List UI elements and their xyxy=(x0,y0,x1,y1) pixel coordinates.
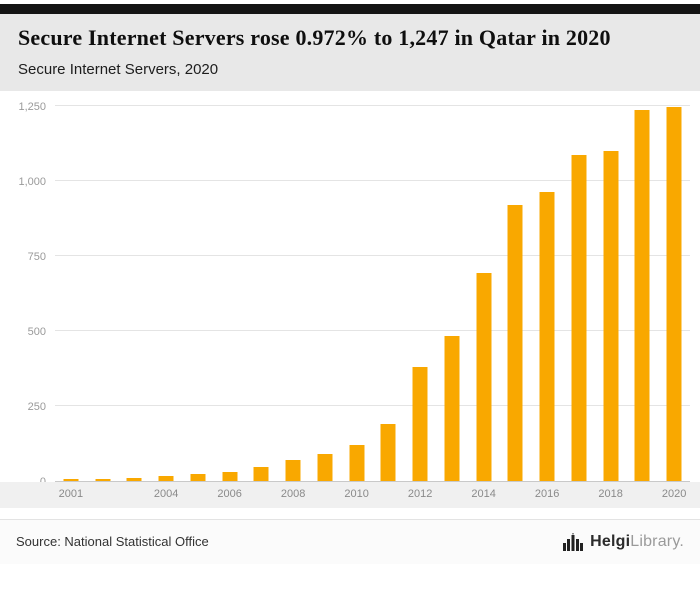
bar-2005 xyxy=(190,474,206,481)
logo-text: HelgiLibrary. xyxy=(590,533,684,551)
y-axis-label: 750 xyxy=(27,250,46,263)
x-axis-label: 2001 xyxy=(58,487,84,500)
bar-2001 xyxy=(63,478,79,481)
logo-brand-light: Library. xyxy=(630,532,684,550)
helgi-logo-icon xyxy=(563,532,584,551)
x-axis-label: 2004 xyxy=(153,487,179,500)
bar-2003 xyxy=(126,477,142,481)
bar-2017 xyxy=(571,155,587,481)
helgi-library-logo: HelgiLibrary. xyxy=(562,532,684,551)
gridline xyxy=(55,329,690,331)
y-axis-label: 500 xyxy=(27,325,46,338)
x-axis-label: 2008 xyxy=(280,487,306,500)
gridline xyxy=(55,404,690,406)
y-axis-label: 1,000 xyxy=(18,175,46,188)
bar-2007 xyxy=(253,467,269,481)
gridline xyxy=(55,104,690,106)
y-axis-label: 250 xyxy=(27,400,46,413)
bar-2011 xyxy=(380,423,396,481)
x-axis-label: 2010 xyxy=(344,487,369,500)
source-text: Source: National Statistical Office xyxy=(16,534,209,550)
chart-header: Secure Internet Servers rose 0.972% to 1… xyxy=(0,14,700,91)
bar-2015 xyxy=(507,204,523,481)
chart-page: Secure Internet Servers rose 0.972% to 1… xyxy=(0,4,700,564)
bar-2008 xyxy=(285,460,301,481)
bar-2019 xyxy=(634,110,650,481)
page-title: Secure Internet Servers rose 0.972% to 1… xyxy=(18,25,611,50)
y-axis-label: 1,250 xyxy=(18,100,46,113)
gridline xyxy=(55,254,690,256)
x-axis: 2001 2004 2006 2008 2010 2012 2014 2016 2018 2020 xyxy=(0,481,700,508)
logo-brand-bold: Helgi xyxy=(590,532,631,550)
bar-2012 xyxy=(412,366,428,481)
top-accent-bar xyxy=(0,4,700,14)
chart-footer: Source: National Statistical Office Helg… xyxy=(0,518,700,564)
bar-2010 xyxy=(349,445,365,481)
x-axis-label: 2012 xyxy=(407,487,433,500)
bar-2009 xyxy=(317,453,333,481)
bar-2013 xyxy=(444,335,460,481)
x-axis-label: 2020 xyxy=(661,487,687,500)
bar-2018 xyxy=(603,150,619,481)
x-axis-label: 2006 xyxy=(217,487,242,500)
bar-2014 xyxy=(476,273,492,481)
x-axis-label: 2018 xyxy=(598,487,623,500)
bar-2006 xyxy=(222,471,238,481)
bar-2016 xyxy=(539,191,555,481)
bar-2002 xyxy=(95,478,111,481)
gridline xyxy=(55,179,690,181)
x-axis-label: 2014 xyxy=(471,487,496,500)
bar-2004 xyxy=(158,476,174,481)
chart-subtitle: Secure Internet Servers, 2020 xyxy=(18,60,219,78)
bar-2020 xyxy=(666,106,682,481)
x-axis-label: 2016 xyxy=(534,487,560,500)
